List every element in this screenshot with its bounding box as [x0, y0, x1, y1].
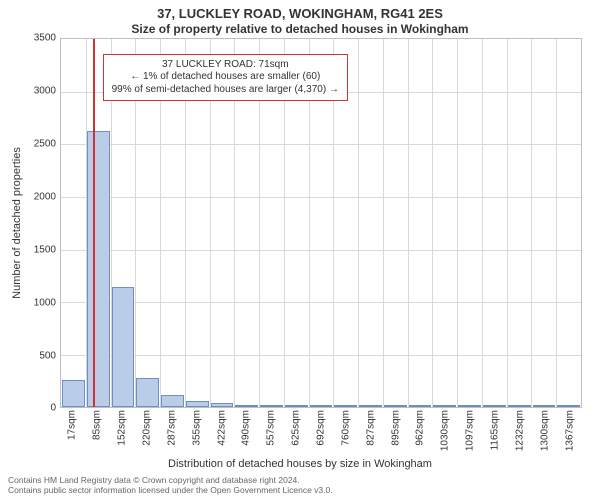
histogram-bar: [508, 405, 531, 407]
histogram-bar: [557, 405, 580, 407]
x-tick-label: 1367sqm: [564, 410, 575, 451]
x-tick-label: 1030sqm: [440, 410, 451, 451]
x-tick-label: 17sqm: [67, 410, 78, 440]
bar-slot: [482, 39, 507, 407]
x-tick-label: 490sqm: [241, 410, 252, 446]
y-tick-label: 500: [39, 350, 56, 361]
x-tick-label: 1165sqm: [490, 410, 501, 450]
x-tick-label: 1097sqm: [465, 410, 476, 451]
x-tick-label: 557sqm: [266, 410, 277, 446]
y-tick-label: 1000: [34, 297, 56, 308]
x-tick-cell: 1232sqm: [507, 410, 532, 458]
y-tick-label: 2000: [34, 191, 56, 202]
x-tick-cell: 760sqm: [333, 410, 358, 458]
y-tick-label: 1500: [34, 244, 56, 255]
chart-subtitle: Size of property relative to detached ho…: [8, 22, 592, 36]
x-tick-cell: 355sqm: [184, 410, 209, 458]
x-tick-cell: 85sqm: [85, 410, 110, 458]
y-axis-label: Number of detached properties: [11, 147, 23, 299]
histogram-bar: [384, 405, 407, 407]
y-tick-label: 3000: [34, 85, 56, 96]
bar-slot: [383, 39, 408, 407]
x-tick-label: 760sqm: [340, 410, 351, 446]
x-tick-cell: 152sqm: [110, 410, 135, 458]
y-tick-label: 2500: [34, 138, 56, 149]
histogram-bar: [235, 405, 258, 408]
bar-slot: [457, 39, 482, 407]
histogram-bar: [62, 380, 85, 407]
histogram-bar: [186, 401, 209, 407]
x-tick-label: 1300sqm: [539, 410, 550, 451]
x-tick-cell: 490sqm: [234, 410, 259, 458]
histogram-bar: [533, 405, 556, 407]
x-tick-label: 895sqm: [390, 410, 401, 446]
plot-area: 37 LUCKLEY ROAD: 71sqm ← 1% of detached …: [60, 38, 582, 408]
footer-line-2: Contains public sector information licen…: [8, 486, 592, 496]
chart-title: 37, LUCKLEY ROAD, WOKINGHAM, RG41 2ES: [8, 6, 592, 22]
histogram-bar: [433, 405, 456, 407]
annotation-line-1: 37 LUCKLEY ROAD: 71sqm: [112, 59, 339, 72]
x-tick-label: 85sqm: [92, 410, 103, 440]
y-axis-label-column: Number of detached properties: [8, 38, 26, 408]
histogram-bar: [285, 405, 308, 407]
histogram-bar: [483, 405, 506, 407]
x-axis-label: Distribution of detached houses by size …: [8, 458, 592, 470]
histogram-bar: [260, 405, 283, 407]
histogram-bar: [211, 403, 234, 407]
histogram-bar: [87, 131, 110, 408]
x-tick-label: 152sqm: [117, 410, 128, 446]
histogram-bar: [310, 405, 333, 407]
chart-container: 37, LUCKLEY ROAD, WOKINGHAM, RG41 2ES Si…: [0, 0, 600, 500]
x-tick-cell: 220sqm: [135, 410, 160, 458]
annotation-box: 37 LUCKLEY ROAD: 71sqm ← 1% of detached …: [103, 54, 348, 102]
x-tick-label: 692sqm: [316, 410, 327, 446]
x-tick-cell: 1300sqm: [532, 410, 557, 458]
x-tick-cell: 1367sqm: [557, 410, 582, 458]
bar-slot: [556, 39, 581, 407]
x-tick-cell: 827sqm: [358, 410, 383, 458]
histogram-bar: [409, 405, 432, 407]
histogram-bar: [161, 395, 184, 408]
x-tick-label: 220sqm: [142, 410, 153, 446]
bar-slot: [507, 39, 532, 407]
bar-slot: [408, 39, 433, 407]
x-axis-ticks: 17sqm 85sqm 152sqm 220sqm 287sqm 355sqm 422sqm…: [60, 410, 582, 458]
bar-slot: [432, 39, 457, 407]
annotation-line-3: 99% of semi-detached houses are larger (…: [112, 84, 339, 97]
reference-line: [93, 39, 95, 407]
x-tick-label: 962sqm: [415, 410, 426, 446]
x-tick-cell: 287sqm: [159, 410, 184, 458]
bar-slot: [358, 39, 383, 407]
x-tick-cell: 625sqm: [284, 410, 309, 458]
y-axis-ticks: 0500100015002000250030003500: [26, 38, 60, 408]
histogram-bar: [359, 405, 382, 407]
x-tick-label: 355sqm: [191, 410, 202, 446]
annotation-line-2: ← 1% of detached houses are smaller (60): [112, 71, 339, 84]
footer: Contains HM Land Registry data © Crown c…: [8, 476, 592, 496]
bar-slot: [532, 39, 557, 407]
histogram-bar: [136, 378, 159, 407]
x-tick-cell: 17sqm: [60, 410, 85, 458]
x-tick-cell: 962sqm: [408, 410, 433, 458]
chart-row: Number of detached properties 0500100015…: [8, 38, 592, 408]
x-tick-cell: 692sqm: [309, 410, 334, 458]
x-tick-cell: 1165sqm: [483, 410, 508, 458]
x-tick-cell: 895sqm: [383, 410, 408, 458]
y-tick-label: 3500: [34, 32, 56, 43]
x-tick-label: 422sqm: [216, 410, 227, 446]
x-tick-cell: 422sqm: [209, 410, 234, 458]
x-tick-label: 827sqm: [365, 410, 376, 446]
histogram-bar: [112, 287, 135, 407]
x-tick-label: 1232sqm: [514, 410, 525, 451]
histogram-bar: [458, 405, 481, 407]
bar-slot: [61, 39, 86, 407]
x-tick-label: 287sqm: [166, 410, 177, 446]
x-tick-label: 625sqm: [291, 410, 302, 446]
y-tick-label: 0: [50, 403, 56, 414]
x-tick-cell: 1097sqm: [458, 410, 483, 458]
x-tick-cell: 1030sqm: [433, 410, 458, 458]
histogram-bar: [334, 405, 357, 407]
x-tick-cell: 557sqm: [259, 410, 284, 458]
